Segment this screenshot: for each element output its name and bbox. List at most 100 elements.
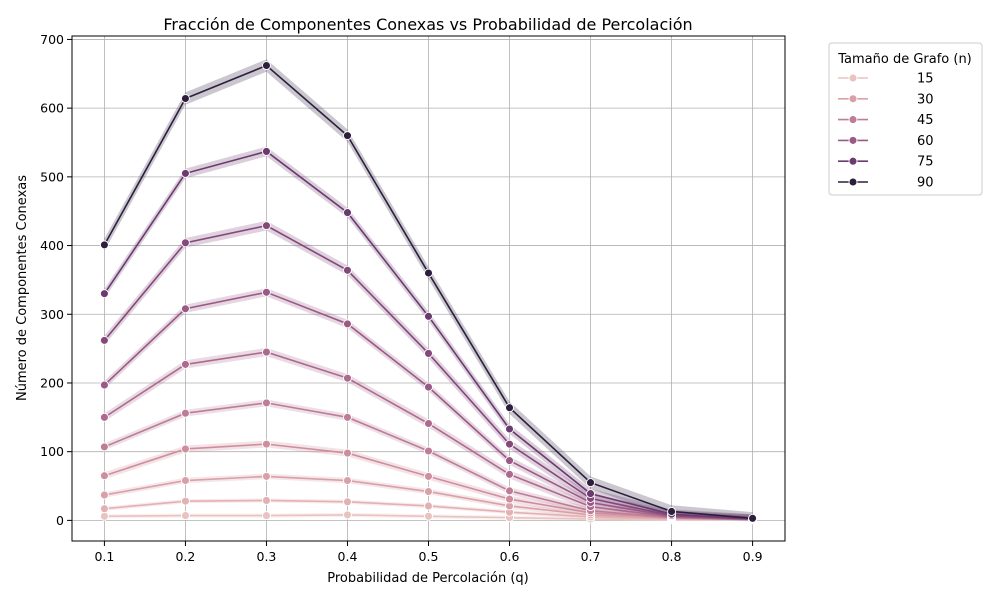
data-point xyxy=(424,419,433,428)
data-point xyxy=(99,442,109,452)
legend-entry-label: 60 xyxy=(917,134,934,149)
data-point xyxy=(180,359,190,369)
y-tick-label: 400 xyxy=(40,238,64,253)
data-point xyxy=(586,478,595,488)
series-points xyxy=(99,61,758,525)
data-point xyxy=(99,490,109,500)
legend-swatch-marker xyxy=(848,115,858,125)
legend-swatch-marker xyxy=(848,135,858,145)
data-point xyxy=(505,403,514,413)
data-point xyxy=(505,486,514,496)
legend-swatch-marker xyxy=(848,156,858,166)
legend-entry-label: 45 xyxy=(917,113,934,128)
y-tick-label: 300 xyxy=(40,307,64,322)
data-point xyxy=(424,348,433,358)
data-point xyxy=(262,439,271,449)
data-point xyxy=(180,408,190,418)
data-point xyxy=(99,511,109,521)
data-point xyxy=(343,319,352,329)
legend-frame xyxy=(828,42,983,196)
data-point xyxy=(343,476,352,485)
data-point xyxy=(262,287,271,297)
data-point xyxy=(424,501,433,511)
x-tick-label: 0.9 xyxy=(743,549,763,564)
data-point xyxy=(748,513,758,523)
data-point xyxy=(180,476,190,485)
x-tick-label: 0.8 xyxy=(662,549,682,564)
x-tick-label: 0.2 xyxy=(175,549,195,564)
data-point xyxy=(262,496,271,505)
y-tick-label: 0 xyxy=(56,513,64,528)
data-point xyxy=(343,497,352,507)
data-point xyxy=(505,456,514,466)
legend-entry-label: 75 xyxy=(917,155,934,170)
data-point xyxy=(424,382,433,392)
data-point xyxy=(262,347,271,357)
data-point xyxy=(262,61,271,70)
data-point xyxy=(262,146,271,156)
data-point xyxy=(99,335,109,345)
legend-entry-label: 15 xyxy=(917,72,934,87)
x-axis-ticks: 0.1 0.2 0.3 0.4 0.5 0.6 0.7 0.8 0.9 xyxy=(94,541,763,564)
data-point xyxy=(505,469,514,479)
data-point xyxy=(180,238,190,248)
data-point xyxy=(262,471,271,481)
x-tick-label: 0.4 xyxy=(338,549,358,564)
data-point xyxy=(262,221,271,231)
data-point xyxy=(99,471,109,481)
data-point xyxy=(343,131,352,141)
y-tick-label: 100 xyxy=(40,444,64,459)
data-point xyxy=(505,439,514,449)
data-point xyxy=(343,412,352,422)
data-point xyxy=(343,510,352,520)
legend-entry-label: 90 xyxy=(917,176,934,191)
data-point xyxy=(180,94,190,103)
data-point xyxy=(99,289,109,299)
data-point xyxy=(180,168,190,178)
data-point xyxy=(505,424,514,434)
data-point xyxy=(505,494,514,504)
data-point xyxy=(99,240,109,250)
data-point xyxy=(262,398,271,408)
data-point xyxy=(343,208,352,218)
data-point xyxy=(99,380,109,390)
y-tick-label: 700 xyxy=(40,32,64,47)
legend: Tamaño de Grafo (n) 15 30 45 60 75 90 xyxy=(828,42,983,196)
legend-swatch-marker xyxy=(848,73,858,83)
legend-swatch-marker xyxy=(848,94,858,104)
x-axis-label: Probabilidad de Percolación (q) xyxy=(327,571,529,586)
data-point xyxy=(586,489,595,499)
data-point xyxy=(424,487,433,496)
data-point xyxy=(424,268,433,278)
x-tick-label: 0.7 xyxy=(581,549,601,564)
chart-title: Fracción de Componentes Conexas vs Proba… xyxy=(163,15,692,34)
legend-title: Tamaño de Grafo (n) xyxy=(837,52,972,67)
data-point xyxy=(180,496,190,506)
data-point xyxy=(424,511,433,521)
data-point xyxy=(424,446,433,456)
y-tick-label: 200 xyxy=(40,375,64,390)
x-tick-label: 0.6 xyxy=(500,549,520,564)
legend-entry-label: 30 xyxy=(917,92,934,107)
data-point xyxy=(99,412,109,422)
data-point xyxy=(180,304,190,314)
data-point xyxy=(343,265,352,275)
data-point xyxy=(180,444,190,454)
legend-swatch-marker xyxy=(848,177,858,187)
data-point xyxy=(180,511,190,521)
y-tick-label: 600 xyxy=(40,101,64,116)
data-point xyxy=(343,373,352,383)
x-tick-label: 0.3 xyxy=(257,549,277,564)
data-point xyxy=(424,471,433,481)
data-point xyxy=(99,504,109,514)
data-point xyxy=(343,448,352,458)
y-tick-label: 500 xyxy=(40,169,64,184)
data-point xyxy=(262,511,271,521)
x-tick-label: 0.5 xyxy=(419,549,439,564)
x-tick-label: 0.1 xyxy=(94,549,114,564)
data-point xyxy=(667,507,677,516)
y-axis-label: Número de Componentes Conexas xyxy=(15,175,30,401)
data-point xyxy=(424,311,433,321)
y-axis-ticks: 0 100 200 300 400 500 600 700 xyxy=(40,32,72,528)
